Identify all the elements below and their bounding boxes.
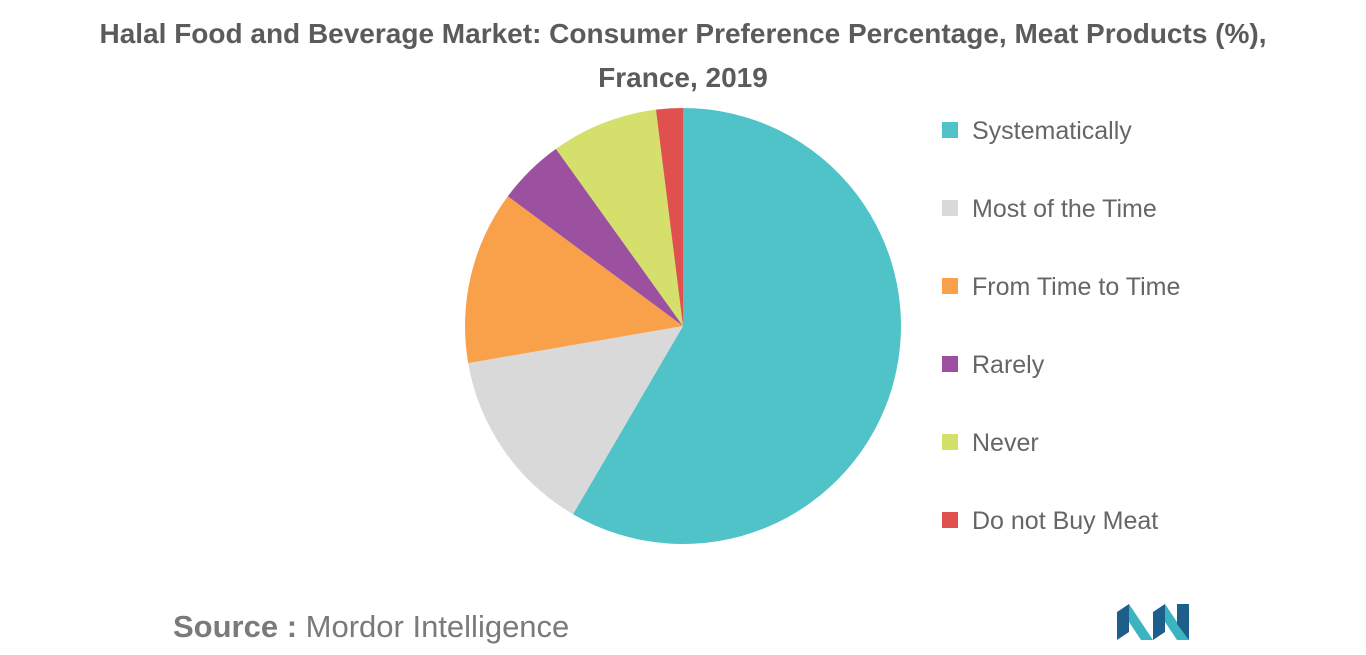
legend-swatch [942,200,958,216]
legend-swatch [942,434,958,450]
pie-slice-from-time-to-time [465,196,683,364]
logo-shape [1117,604,1129,640]
legend-item-systematically: Systematically [942,112,1180,190]
pie-slice-do-not-buy-meat [655,108,683,326]
logo-shape [1153,604,1165,640]
legend-label: Rarely [972,351,1045,379]
source-key: Source : [173,609,298,644]
chart-legend: Systematically Most of the Time From Tim… [942,112,1180,580]
legend-swatch [942,512,958,528]
pie-slice-most-of-the-time [468,326,683,515]
legend-label: Most of the Time [972,195,1157,223]
legend-item-from-time-to-time: From Time to Time [942,268,1180,346]
logo-shape [1177,604,1189,640]
source-value: Mordor Intelligence [305,609,570,644]
legend-item-never: Never [942,424,1180,502]
chart-title: Halal Food and Beverage Market: Consumer… [0,12,1366,100]
legend-swatch [942,122,958,138]
chart-title-line-1: Halal Food and Beverage Market: Consumer… [99,18,1267,49]
legend-item-rarely: Rarely [942,346,1180,424]
pie-slice-never [555,109,683,326]
pie-slice-rarely [507,148,683,326]
legend-label: Never [972,429,1039,457]
pie-slices [465,108,902,545]
legend-swatch [942,278,958,294]
legend-label: Systematically [972,117,1132,145]
chart-title-line-2: France, 2019 [598,62,768,93]
mordor-intelligence-logo-icon [1117,604,1189,640]
legend-label: From Time to Time [972,273,1181,301]
legend-label: Do not Buy Meat [972,507,1159,535]
pie-slice-systematically [573,108,902,545]
logo-shape [1129,604,1153,640]
legend-item-most-of-the-time: Most of the Time [942,190,1180,268]
legend-swatch [942,356,958,372]
legend-item-do-not-buy-meat: Do not Buy Meat [942,502,1180,580]
source-note: Source : Mordor Intelligence [173,605,569,649]
